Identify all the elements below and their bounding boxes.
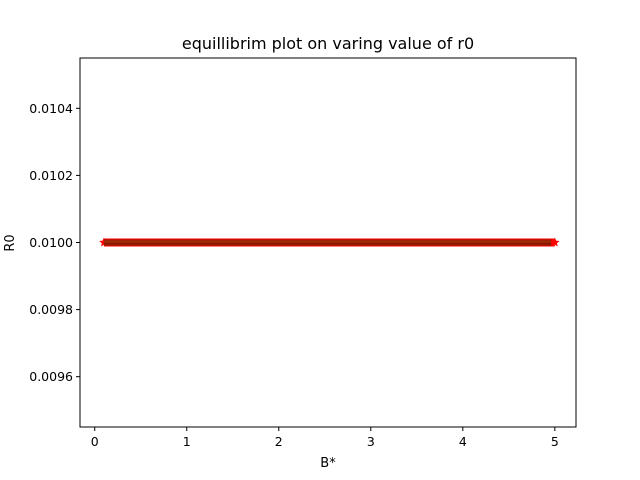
y-axis-ticks: 0.0096 0.0098 0.0100 0.0102 0.0104	[29, 101, 80, 384]
x-tick-label: 1	[183, 434, 191, 449]
x-tick-label: 3	[367, 434, 375, 449]
y-tick-label: 0.0098	[29, 302, 73, 317]
y-tick-label: 0.0102	[29, 168, 73, 183]
y-axis-label: R0	[3, 234, 18, 251]
x-axis-label: B*	[320, 456, 336, 471]
y-tick-label: 0.0100	[29, 235, 73, 250]
x-axis-ticks: 0 1 2 3 4 5	[91, 427, 559, 449]
x-tick-label: 2	[275, 434, 283, 449]
x-tick-label: 5	[551, 434, 559, 449]
y-tick-label: 0.0104	[29, 101, 73, 116]
chart-title: equillibrim plot on varing value of r0	[182, 34, 474, 53]
plot-area	[99, 237, 560, 247]
series-red-star-marker	[550, 237, 560, 247]
x-tick-label: 4	[459, 434, 467, 449]
x-tick-label: 0	[91, 434, 99, 449]
y-tick-label: 0.0096	[29, 369, 73, 384]
